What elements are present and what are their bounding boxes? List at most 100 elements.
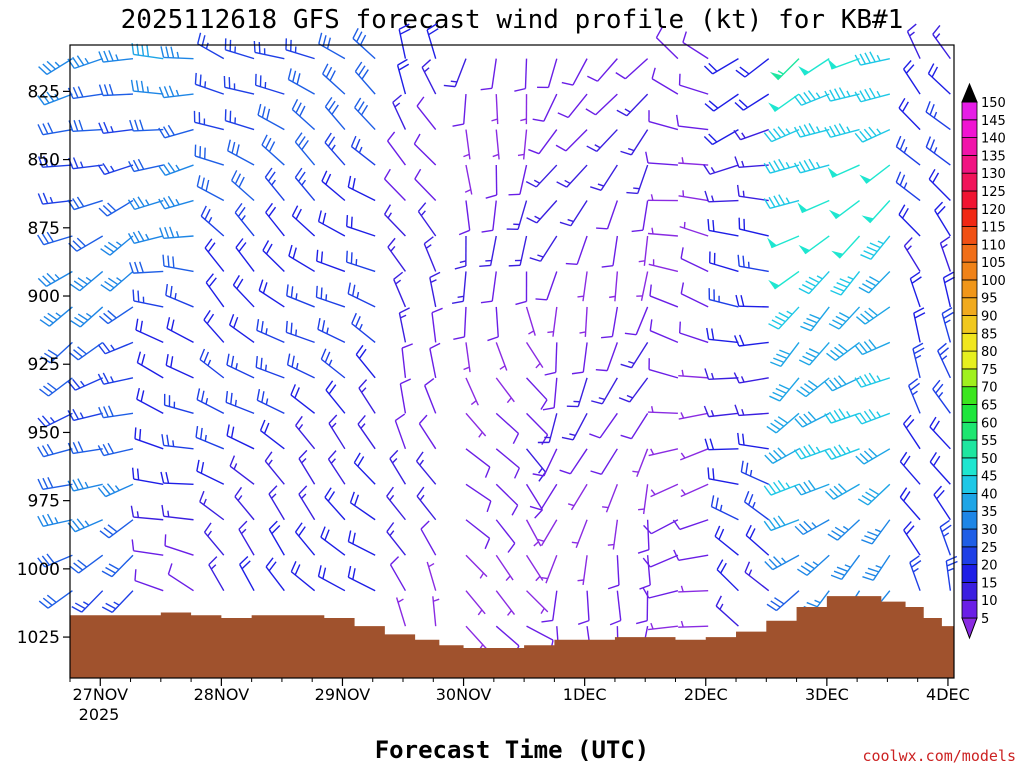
wind-barb — [579, 306, 588, 337]
wind-barb — [67, 441, 103, 455]
x-tick-label: 30NOV — [436, 685, 492, 704]
wind-barb — [495, 483, 519, 516]
colorbar-label: 100 — [981, 274, 1006, 289]
wind-barb — [418, 414, 437, 450]
wind-barb — [38, 590, 73, 609]
wind-barb — [480, 271, 497, 304]
wind-barb — [392, 94, 407, 130]
wind-barb — [262, 240, 285, 272]
wind-barb — [352, 27, 376, 60]
colorbar-label: 55 — [981, 434, 998, 449]
wind-barb — [798, 58, 830, 76]
wind-barb — [672, 519, 709, 531]
wind-barb — [413, 133, 437, 166]
wind-barb — [199, 348, 225, 379]
wind-barb — [37, 513, 73, 527]
wind-barb — [577, 590, 590, 625]
wind-barb — [158, 162, 194, 176]
wind-barb — [862, 554, 891, 581]
colorbar-label: 85 — [981, 327, 998, 342]
wind-barb — [764, 447, 800, 464]
colorbar-label: 15 — [981, 576, 998, 591]
wind-barb — [854, 126, 891, 143]
wind-barb — [70, 306, 104, 328]
wind-barb — [194, 72, 225, 95]
colorbar-label: 45 — [981, 470, 998, 485]
x-year-label: 2025 — [79, 705, 120, 724]
wind-barb — [259, 419, 285, 450]
wind-barb — [265, 557, 285, 592]
wind-barb — [678, 620, 709, 628]
wind-barb — [607, 555, 620, 590]
wind-barb — [831, 235, 861, 259]
wind-barb — [416, 486, 437, 521]
wind-barb — [858, 270, 891, 294]
wind-barb — [37, 443, 73, 458]
wind-barb — [638, 484, 649, 515]
wind-barb — [479, 235, 497, 268]
wind-barb — [793, 158, 830, 174]
wind-barb — [638, 235, 649, 266]
wind-barb — [451, 271, 467, 305]
wind-barb — [417, 202, 437, 237]
wind-barb — [495, 412, 520, 444]
colorbar-swatch — [961, 368, 978, 388]
wind-barb — [673, 549, 709, 561]
wind-barb — [480, 58, 497, 91]
y-tick-label: 825 — [28, 82, 60, 102]
wind-barb — [651, 67, 679, 95]
wind-barb — [767, 235, 800, 249]
wind-barb — [37, 270, 73, 287]
wind-barb — [239, 555, 255, 592]
wind-barb — [129, 261, 164, 274]
wind-barb — [763, 126, 800, 143]
wind-barb — [396, 58, 410, 95]
colorbar-swatch — [961, 261, 978, 281]
wind-barb — [642, 587, 679, 599]
wind-barb — [706, 327, 739, 344]
wind-barb — [228, 314, 255, 343]
wind-barb — [454, 235, 467, 270]
colorbar-label: 115 — [981, 221, 1006, 236]
wind-barb — [763, 515, 800, 532]
wind-barb — [97, 162, 134, 176]
wind-barb — [328, 414, 346, 450]
wind-barb — [350, 135, 376, 166]
wind-barb — [358, 379, 376, 414]
wind-barb — [131, 467, 164, 485]
wind-barb — [134, 569, 164, 592]
wind-barb — [861, 200, 891, 224]
wind-barb — [737, 254, 769, 273]
wind-barb — [40, 341, 73, 364]
wind-barb — [398, 307, 410, 343]
wind-barb — [97, 483, 134, 498]
wind-barb — [393, 271, 407, 308]
wind-barb — [37, 91, 73, 106]
wind-barb — [678, 190, 709, 202]
colorbar-label: 25 — [981, 541, 998, 556]
wind-barb — [37, 122, 73, 136]
wind-barb — [678, 321, 709, 344]
colorbar-label: 150 — [981, 96, 1006, 111]
wind-barb — [927, 63, 951, 95]
colorbar-swatch — [961, 493, 978, 512]
wind-barb — [161, 434, 194, 450]
wind-barb — [225, 390, 255, 414]
wind-barb — [453, 306, 467, 341]
colorbar: 5 10 15 20 25 30 35 40 45 50 55 60 65 70 75 80 85 90 95 100… — [961, 82, 1006, 640]
wind-barb — [902, 414, 921, 450]
wind-barb — [678, 157, 709, 166]
wind-barb — [100, 235, 134, 256]
wind-barb — [432, 596, 440, 627]
wind-barb — [647, 227, 678, 237]
wind-barb — [67, 518, 103, 533]
wind-barb — [525, 483, 544, 519]
wind-barb — [607, 519, 619, 550]
wind-barb — [526, 377, 548, 410]
wind-barb — [743, 491, 770, 521]
wind-barb — [618, 377, 649, 403]
wind-barb — [389, 449, 407, 485]
wind-barb — [648, 110, 679, 131]
wind-barb — [824, 444, 860, 460]
